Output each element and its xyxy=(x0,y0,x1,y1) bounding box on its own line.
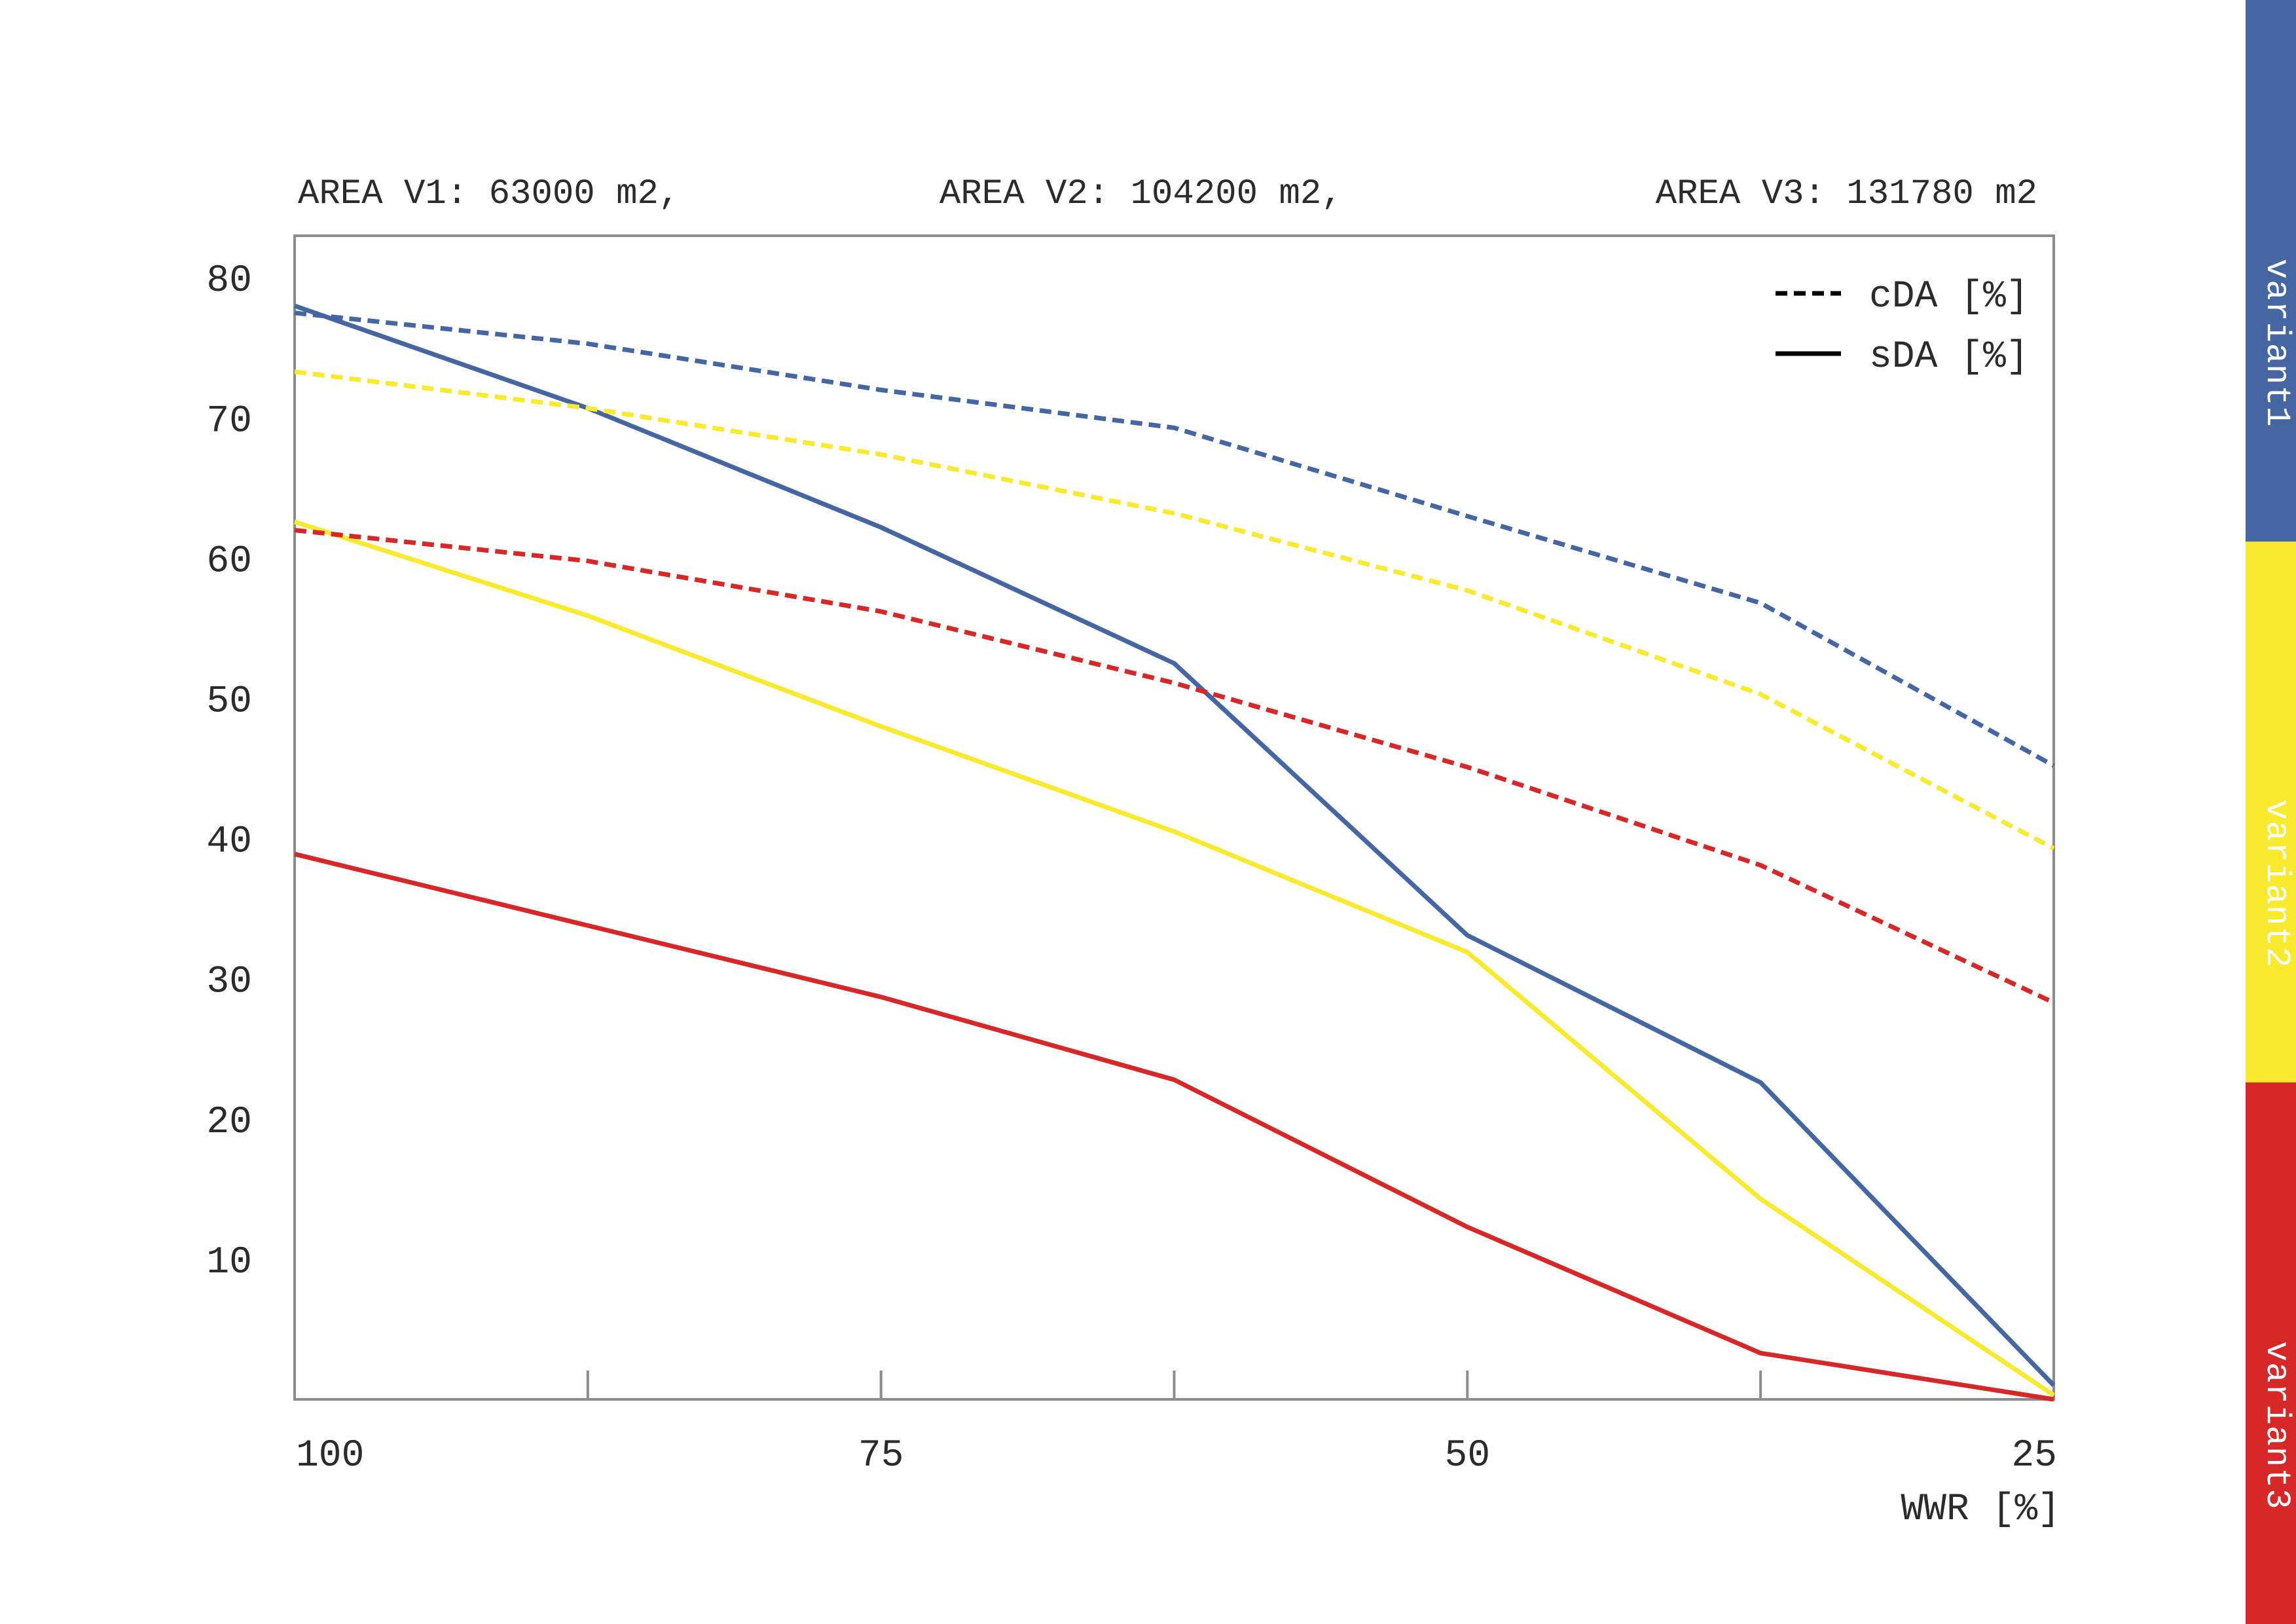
x-tick-label: 25 xyxy=(2011,1435,2057,1477)
variant3-sda-line xyxy=(294,851,2054,1402)
x-axis-tick-labels: 100 75 50 25 xyxy=(296,1435,2057,1477)
legend: cDA [%] sDA [%] xyxy=(1776,276,2029,378)
variant2-cda-line xyxy=(294,369,2055,851)
area-header: AREA V1: 63000 m2, AREA V2: 104200 m2, ARE… xyxy=(298,174,2037,214)
y-tick-label: 60 xyxy=(206,540,252,583)
x-axis-title: WWR [%] xyxy=(1901,1488,2060,1531)
area-label-3: AREA V3: 131780 m2 xyxy=(1656,174,2037,214)
variant1-band xyxy=(2246,0,2296,542)
x-tick-label: 50 xyxy=(1445,1435,1491,1477)
plot-frame xyxy=(293,234,2055,1401)
y-tick-label: 20 xyxy=(206,1101,252,1144)
variant2-sda-line xyxy=(293,519,2055,1397)
x-tick-label: 75 xyxy=(858,1435,904,1477)
variant1-sda-line xyxy=(293,303,2056,1388)
y-tick-label: 10 xyxy=(206,1242,252,1284)
variant3-band xyxy=(2246,1082,2296,1624)
legend-label: cDA [%] xyxy=(1869,276,2029,318)
x-axis-ticks xyxy=(586,1371,1762,1399)
y-axis-tick-labels: 80 70 60 50 40 30 20 10 xyxy=(206,260,252,1284)
area-label-2: AREA V2: 104200 m2, xyxy=(939,174,1343,214)
variant1-cda-line xyxy=(294,310,2055,768)
variant3-label: variant3 xyxy=(2257,1340,2296,1510)
y-tick-label: 70 xyxy=(206,400,252,443)
series-lines xyxy=(293,303,2056,1402)
y-tick-label: 40 xyxy=(206,821,252,864)
variant2-band xyxy=(2246,541,2296,1083)
y-tick-label: 50 xyxy=(206,681,252,724)
x-tick-label: 100 xyxy=(296,1435,364,1477)
area-label-1: AREA V1: 63000 m2, xyxy=(298,174,680,214)
variant3-cda-line xyxy=(294,528,2055,1005)
legend-label: sDA [%] xyxy=(1869,336,2029,378)
variant1-label: variant1 xyxy=(2257,258,2296,428)
y-tick-label: 80 xyxy=(206,260,252,303)
variant2-label: variant2 xyxy=(2257,800,2296,969)
y-tick-label: 30 xyxy=(206,961,252,1004)
